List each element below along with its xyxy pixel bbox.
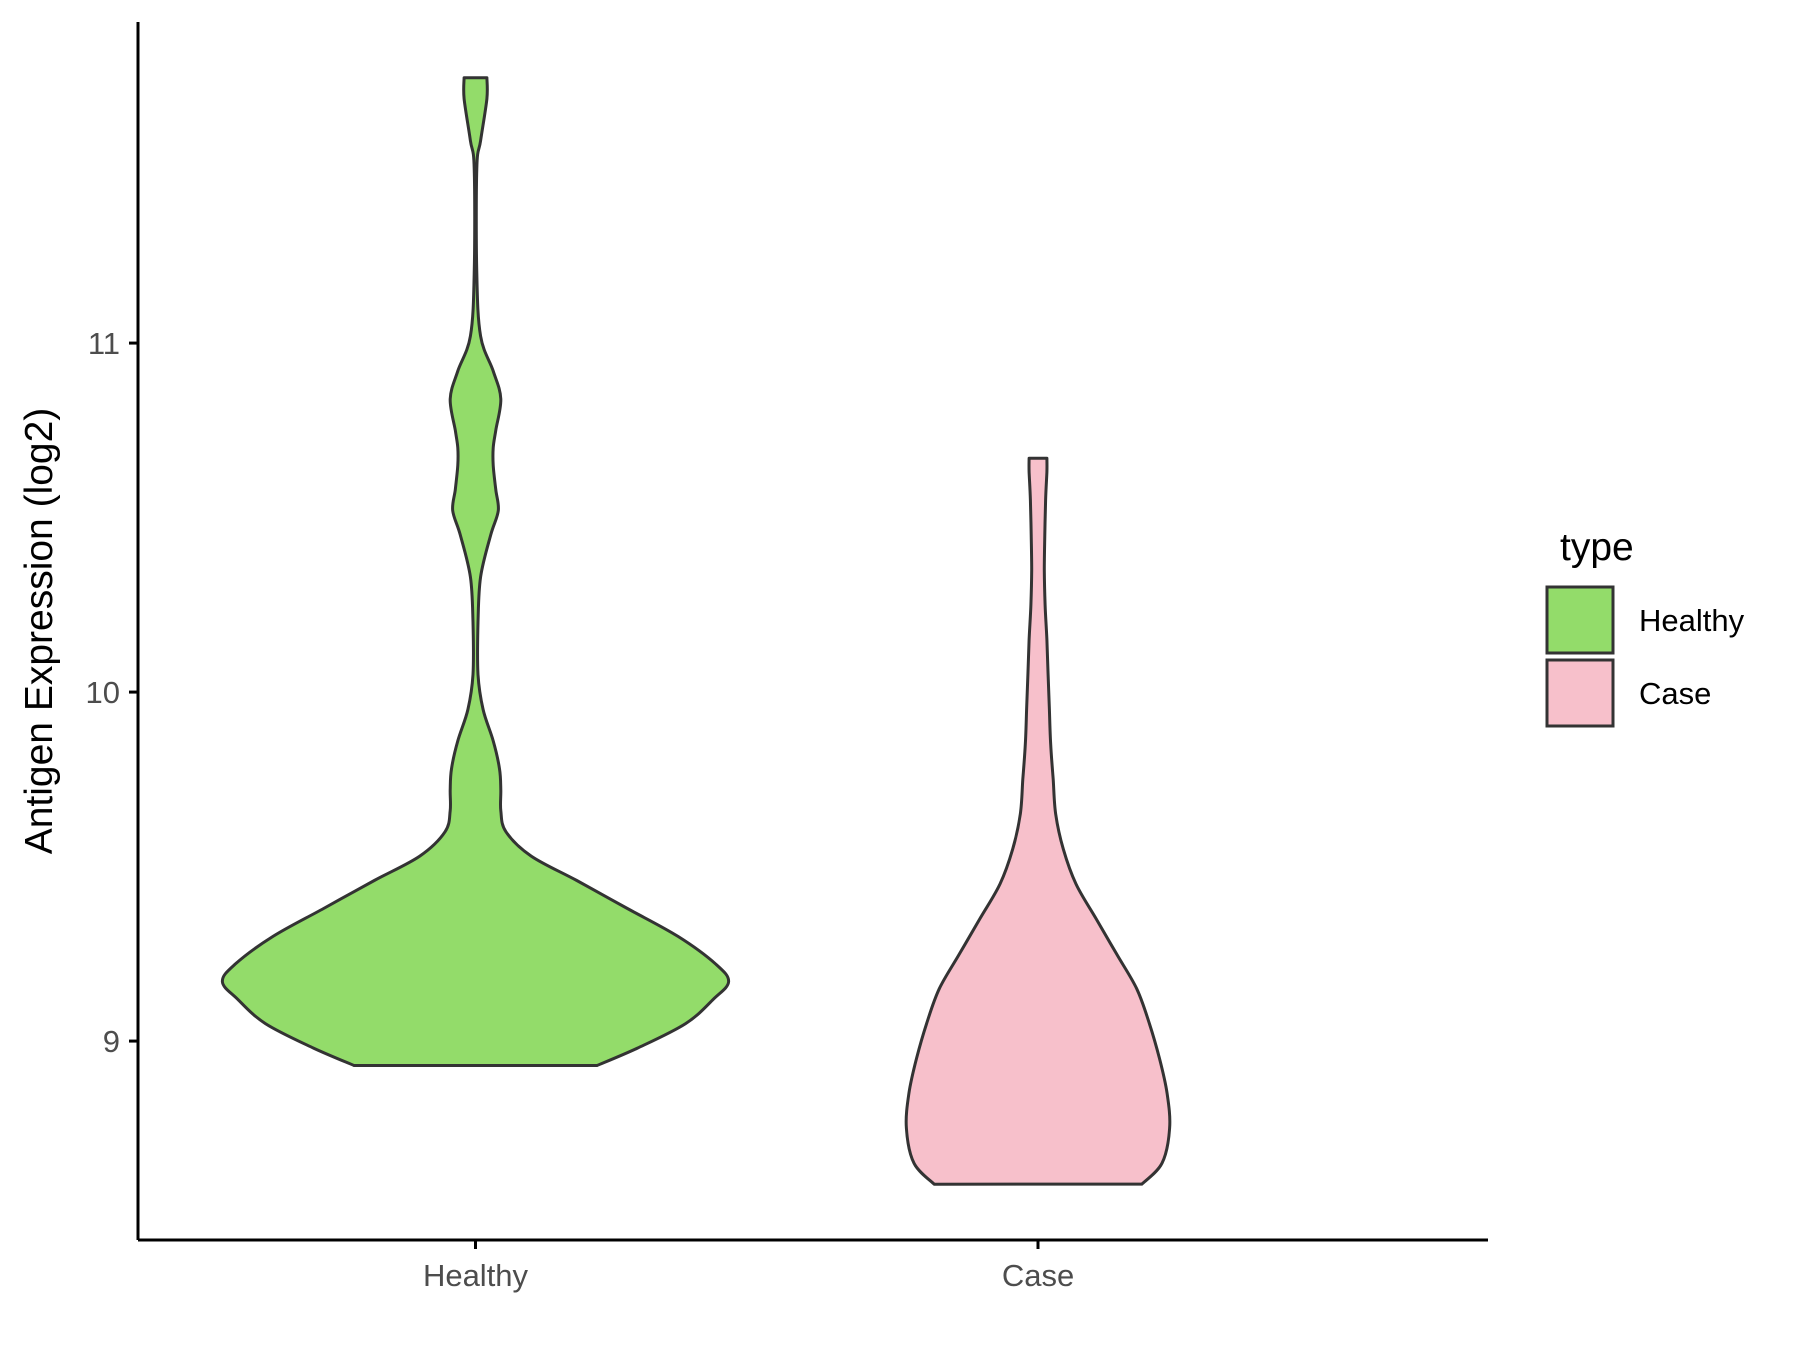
y-tick-label: 10 — [86, 675, 120, 710]
legend-label-case: Case — [1639, 676, 1711, 711]
legend-title: type — [1560, 526, 1634, 569]
violin-layer — [220, 76, 1172, 1186]
violin-case — [904, 456, 1172, 1186]
legend-swatch-case — [1545, 658, 1615, 728]
violin-healthy — [220, 76, 731, 1067]
x-tick-label: Healthy — [423, 1258, 529, 1293]
legend: type Healthy Case — [1545, 526, 1745, 728]
x-ticks: Healthy Case — [423, 1240, 1074, 1293]
legend-label-healthy: Healthy — [1639, 603, 1745, 638]
legend-items: Healthy Case — [1545, 585, 1745, 728]
y-ticks: 9 10 11 — [86, 326, 138, 1059]
x-tick-label: Case — [1002, 1258, 1074, 1293]
y-tick-label: 11 — [88, 326, 120, 361]
legend-swatch-healthy — [1545, 585, 1615, 655]
y-tick-label: 9 — [103, 1024, 120, 1059]
y-axis-title: Antigen Expression (log2) — [18, 408, 61, 855]
